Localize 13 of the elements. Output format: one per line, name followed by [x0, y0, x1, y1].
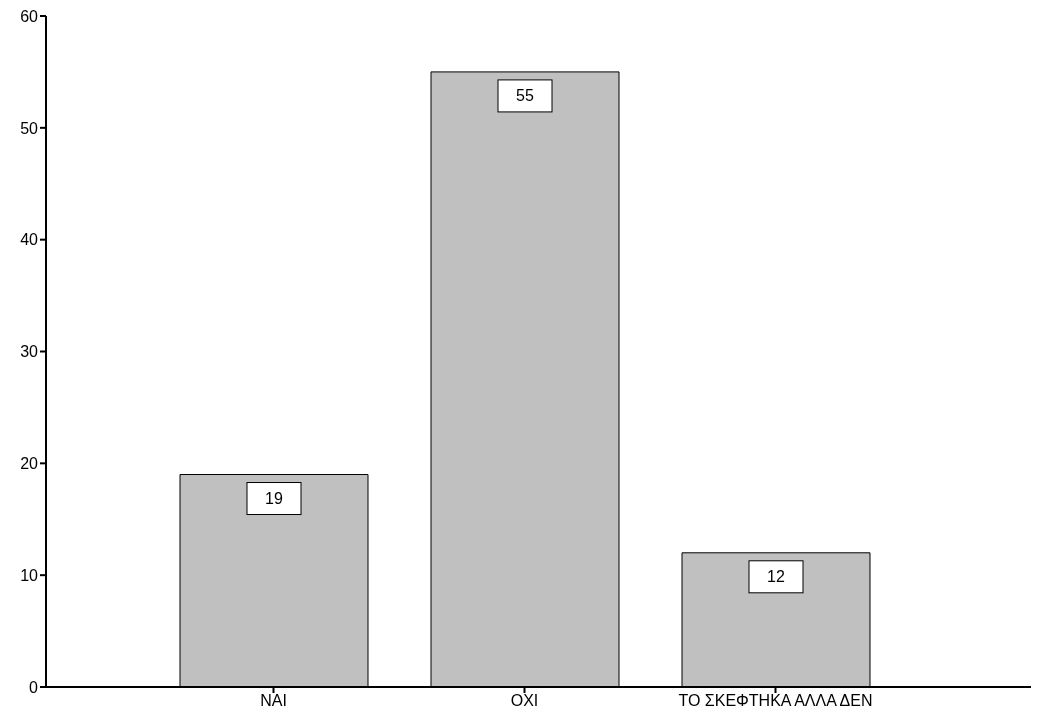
data-label: 19	[265, 490, 283, 508]
y-tick-label: 50	[20, 119, 39, 137]
y-tick-label: 10	[20, 566, 39, 584]
x-tick-label: ΝΑΙ	[260, 692, 287, 710]
x-tick-label: ΤΟ ΣΚΕΦΤΗΚΑ ΑΛΛΑ ΔΕΝ	[678, 692, 873, 710]
y-tick-label: 20	[20, 455, 39, 473]
y-tick-label: 60	[20, 7, 39, 25]
y-tick-label: 0	[29, 678, 39, 696]
data-label: 12	[767, 568, 785, 586]
y-tick-label: 30	[20, 343, 39, 361]
data-label: 55	[516, 87, 534, 105]
x-tick-label: ΟΧΙ	[510, 692, 539, 710]
y-tick-label: 40	[20, 231, 39, 249]
